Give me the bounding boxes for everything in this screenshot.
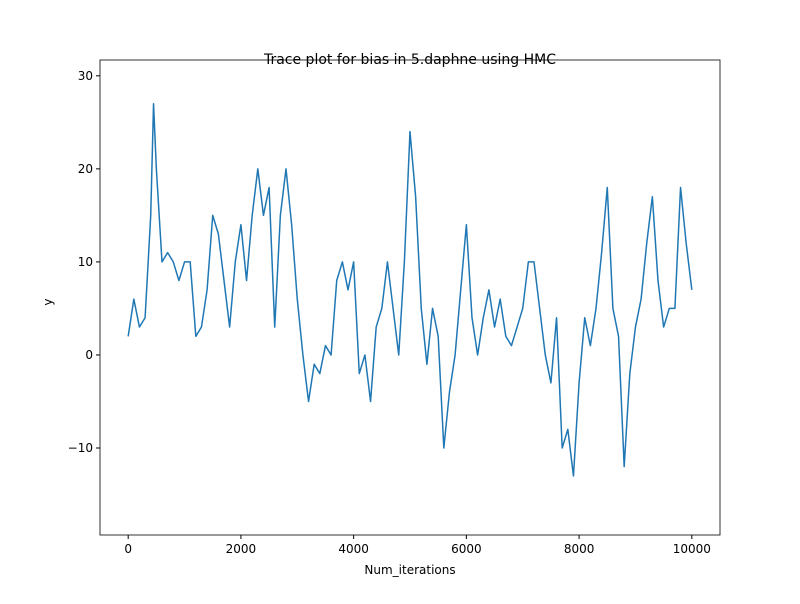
x-tick-label: 6000 xyxy=(451,542,482,556)
trace-line xyxy=(127,102,693,477)
y-axis-label: y xyxy=(41,298,55,305)
y-tick-label: 20 xyxy=(78,162,93,176)
x-tick-label: 0 xyxy=(124,542,132,556)
y-tick-label: −10 xyxy=(68,441,93,455)
x-tick-label: 8000 xyxy=(564,542,595,556)
y-tick-label: 0 xyxy=(85,348,93,362)
x-tick-label: 2000 xyxy=(226,542,257,556)
y-tick-label: 10 xyxy=(78,255,93,269)
y-tick-label: 30 xyxy=(78,69,93,83)
x-tick-label: 4000 xyxy=(338,542,369,556)
x-axis-label: Num_iterations xyxy=(364,563,455,577)
plot-frame xyxy=(99,59,721,536)
x-tick-label: 10000 xyxy=(673,542,711,556)
